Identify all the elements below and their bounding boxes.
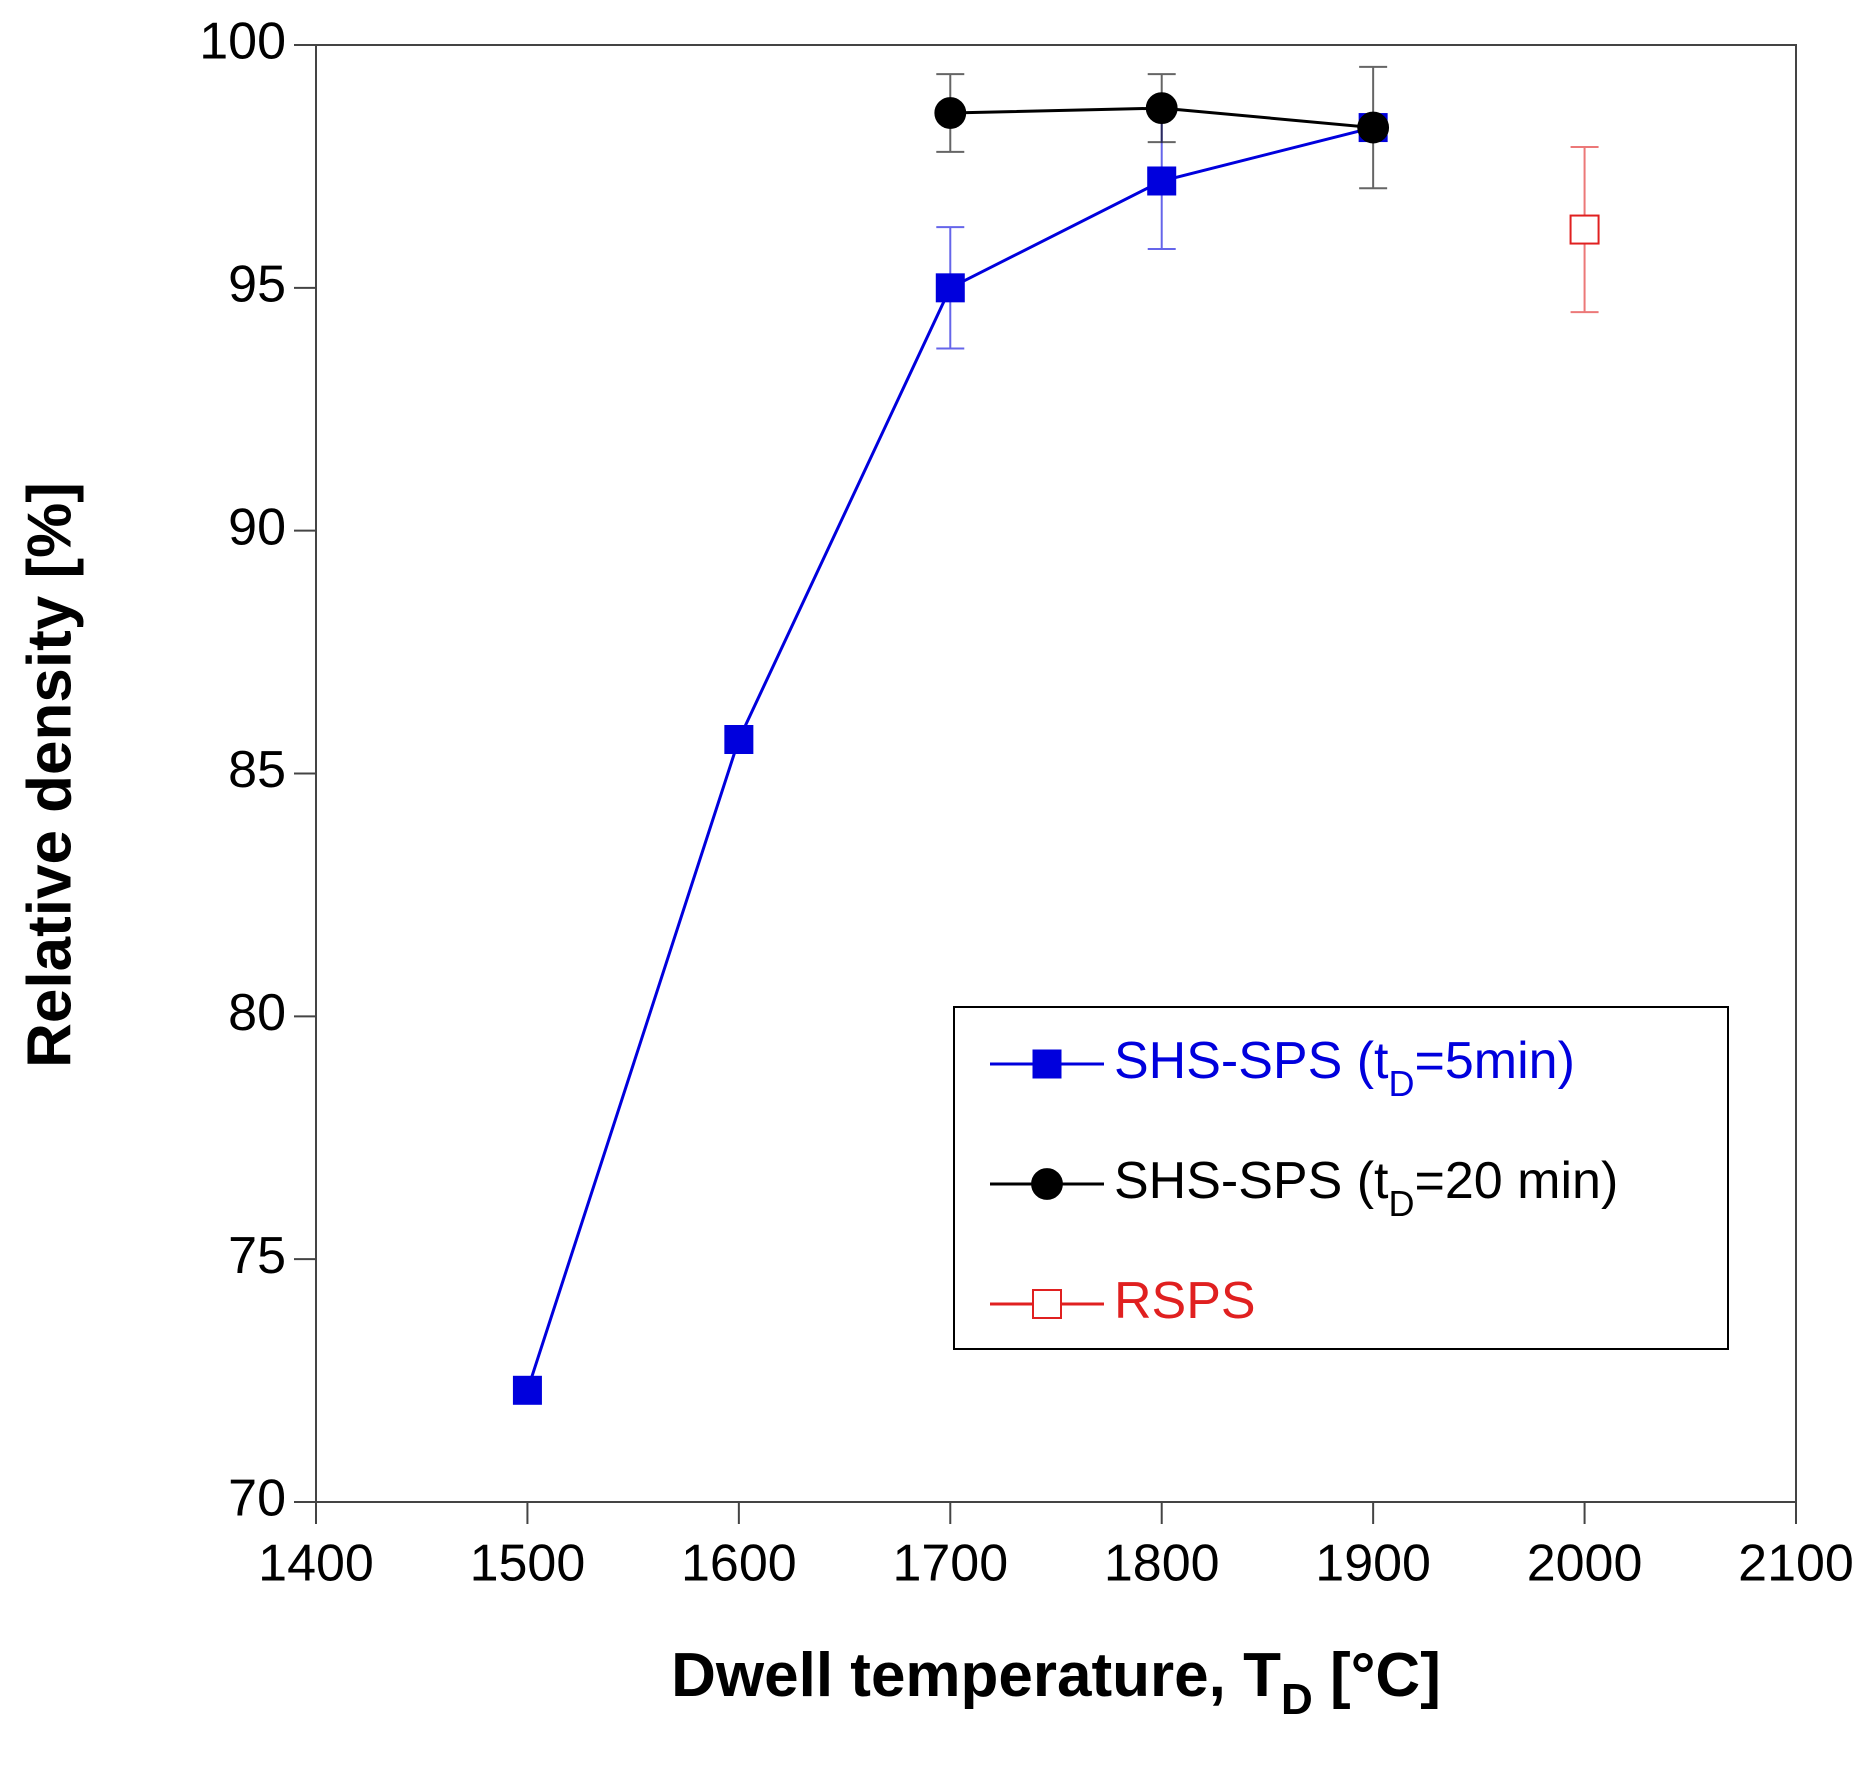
x-tick-label: 1800: [1104, 1535, 1220, 1593]
marker: [512, 1375, 542, 1405]
marker: [935, 273, 965, 303]
legend-label-part: D: [1389, 1183, 1415, 1224]
x-axis-label-text: Dwell temperature, T: [671, 1641, 1281, 1710]
y-tick-label: 70: [228, 1470, 286, 1528]
legend-marker: [1032, 1289, 1062, 1319]
legend-label-part: SHS-SPS (t: [1114, 1032, 1389, 1090]
marker: [724, 725, 754, 755]
x-tick-label: 1700: [892, 1535, 1008, 1593]
x-tick-label: 2000: [1527, 1535, 1643, 1593]
x-axis-label-text: [°C]: [1313, 1641, 1441, 1710]
x-tick-label: 1900: [1315, 1535, 1431, 1593]
legend-label-part: RSPS: [1114, 1272, 1256, 1330]
marker: [1569, 214, 1600, 245]
y-tick-label: 95: [228, 256, 286, 314]
legend-label: RSPS: [1114, 1272, 1256, 1330]
x-axis-label-sub: D: [1281, 1675, 1313, 1724]
legend-label: SHS-SPS (tD=5min): [1114, 1032, 1575, 1104]
x-tick-label: 1500: [470, 1535, 586, 1593]
legend-label-part: =5min): [1415, 1032, 1575, 1090]
x-axis-label: Dwell temperature, TD [°C]: [671, 1641, 1441, 1723]
marker: [934, 97, 967, 129]
legend-label-part: D: [1389, 1063, 1415, 1104]
legend-marker: [1031, 1168, 1063, 1200]
legend-label: SHS-SPS (tD=20 min): [1114, 1152, 1618, 1224]
y-tick-label: 90: [228, 498, 286, 556]
x-tick-label: 1400: [258, 1535, 374, 1593]
y-axis-label: Relative density [%]: [15, 482, 84, 1068]
legend-marker: [1032, 1049, 1062, 1079]
x-tick-label: 2100: [1738, 1535, 1854, 1593]
y-tick-label: 85: [228, 741, 286, 799]
y-tick-label: 75: [228, 1227, 286, 1285]
marker: [1145, 92, 1178, 125]
legend-label-part: =20 min): [1415, 1152, 1619, 1210]
marker: [1357, 111, 1390, 144]
y-tick-label: 80: [228, 984, 286, 1042]
y-tick-label: 100: [199, 13, 286, 71]
legend-label-part: SHS-SPS (t: [1114, 1152, 1389, 1210]
marker: [1147, 166, 1177, 196]
x-tick-label: 1600: [681, 1535, 797, 1593]
